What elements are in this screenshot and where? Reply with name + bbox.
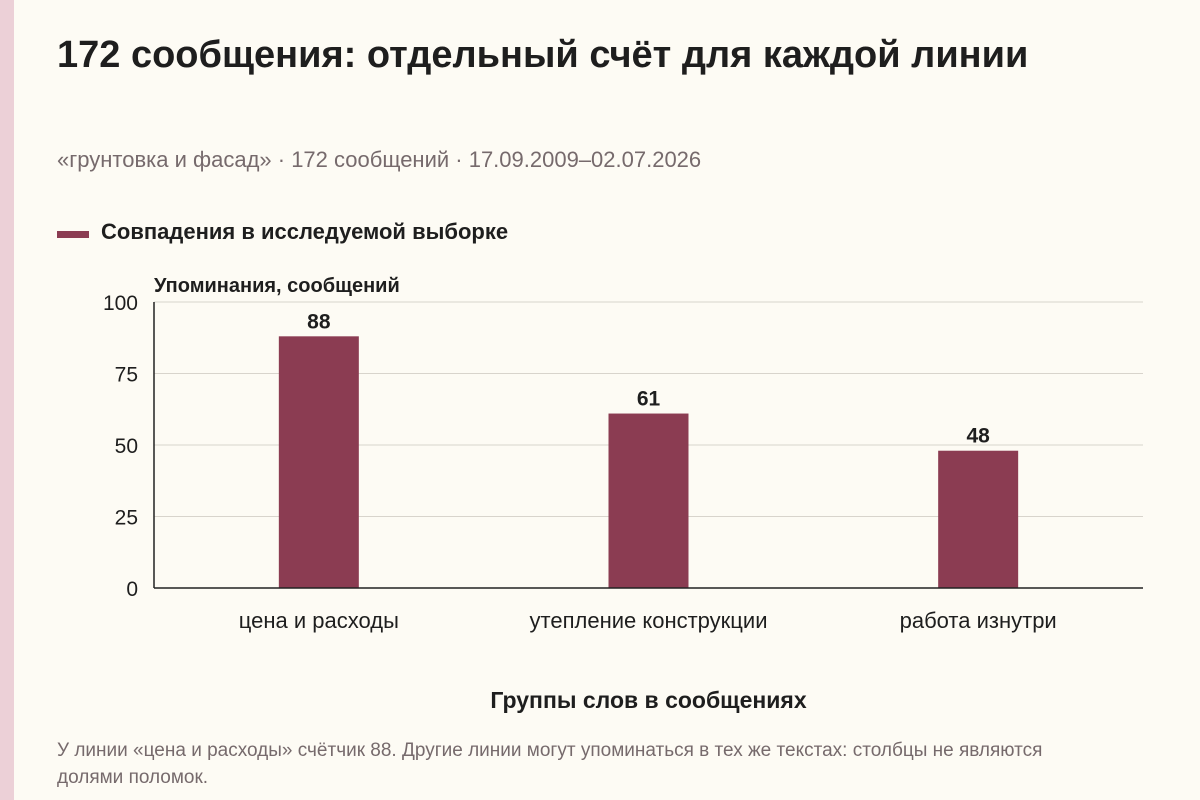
- y-axis-title: Упоминания, сообщений: [154, 275, 400, 297]
- y-tick-label: 25: [115, 507, 138, 530]
- legend: Совпадения в исследуемой выборке: [57, 219, 508, 245]
- y-tick-label: 75: [115, 364, 138, 387]
- x-tick-labels: цена и расходы утепление конструкции работ…: [239, 608, 1057, 633]
- data-label: 48: [966, 425, 990, 448]
- y-tick-labels: 0 25 50 75 100: [103, 292, 138, 601]
- bars: [278, 336, 1019, 588]
- legend-swatch: [57, 230, 89, 238]
- data-labels: 88 61 48: [307, 310, 990, 447]
- x-tick-label: цена и расходы: [239, 608, 399, 633]
- accent-strip: [0, 0, 14, 800]
- bar: [938, 450, 1019, 588]
- chart-subtitle: «грунтовка и фасад» · 172 сообщений · 17…: [57, 147, 702, 172]
- bar: [608, 413, 689, 588]
- y-tick-label: 100: [103, 292, 138, 315]
- data-label: 61: [637, 388, 661, 411]
- x-tick-label: работа изнутри: [900, 608, 1057, 633]
- y-tick-label: 0: [126, 578, 138, 601]
- bar: [278, 336, 359, 588]
- footnote: У линии «цена и расходы» счётчик 88. Дру…: [57, 740, 1043, 788]
- legend-label: Совпадения в исследуемой выборке: [101, 219, 509, 244]
- y-tick-label: 50: [115, 435, 138, 458]
- x-axis-title: Группы слов в сообщениях: [490, 687, 806, 713]
- chart-title: 172 сообщения: отдельный счёт для каждой…: [57, 34, 1029, 76]
- x-tick-label: утепление конструкции: [530, 608, 768, 633]
- data-label: 88: [307, 310, 331, 333]
